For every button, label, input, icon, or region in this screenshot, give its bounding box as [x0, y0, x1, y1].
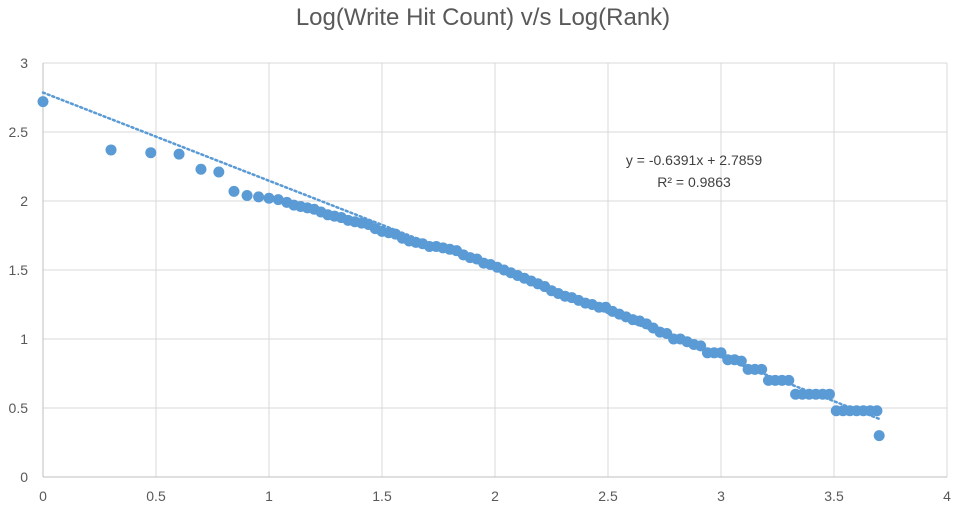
x-tick-label: 0.5 [146, 488, 166, 504]
data-point [263, 192, 275, 204]
y-tick-label: 1.5 [9, 262, 29, 278]
x-tick-label: 3.5 [824, 488, 844, 504]
data-point [272, 194, 284, 206]
x-tick-label: 1 [265, 488, 273, 504]
tick-labels: 0 0.5 1 1.5 2 2.5 3 0 0.5 1 1.5 2 2.5 3 3.5 4 [9, 55, 952, 504]
data-point [37, 96, 49, 108]
annotations: y = -0.6391x + 2.7859 R² = 0.9863 [626, 152, 762, 190]
data-point [873, 430, 885, 442]
data-point [823, 388, 835, 400]
y-tick-label: 2 [20, 193, 28, 209]
data-point [253, 191, 265, 203]
data-point [715, 347, 727, 359]
data-point [195, 163, 207, 175]
data-point [145, 147, 157, 159]
x-tick-label: 0 [39, 488, 47, 504]
data-point [241, 189, 253, 201]
x-tick-label: 3 [717, 488, 725, 504]
x-tick-label: 4 [943, 488, 951, 504]
x-tick-label: 1.5 [372, 488, 392, 504]
data-point [756, 363, 768, 375]
y-tick-label: 2.5 [9, 124, 29, 140]
data-point [871, 405, 883, 417]
data-point [173, 148, 185, 160]
data-point [735, 355, 747, 367]
y-tick-label: 0 [20, 469, 28, 485]
y-tick-label: 1 [20, 331, 28, 347]
y-tick-label: 3 [20, 55, 28, 71]
data-point [105, 144, 117, 156]
trendline-equation: y = -0.6391x + 2.7859 [626, 152, 762, 168]
trendline-r-squared: R² = 0.9863 [657, 174, 731, 190]
chart-title: Log(Write Hit Count) v/s Log(Rank) [295, 4, 671, 31]
x-tick-label: 2 [491, 488, 499, 504]
data-point [695, 340, 707, 352]
data-point [783, 374, 795, 386]
axes [42, 63, 947, 478]
data-point [228, 185, 240, 197]
data-point [213, 166, 225, 178]
data-points [37, 96, 885, 442]
y-tick-label: 0.5 [9, 400, 29, 416]
x-tick-label: 2.5 [598, 488, 618, 504]
